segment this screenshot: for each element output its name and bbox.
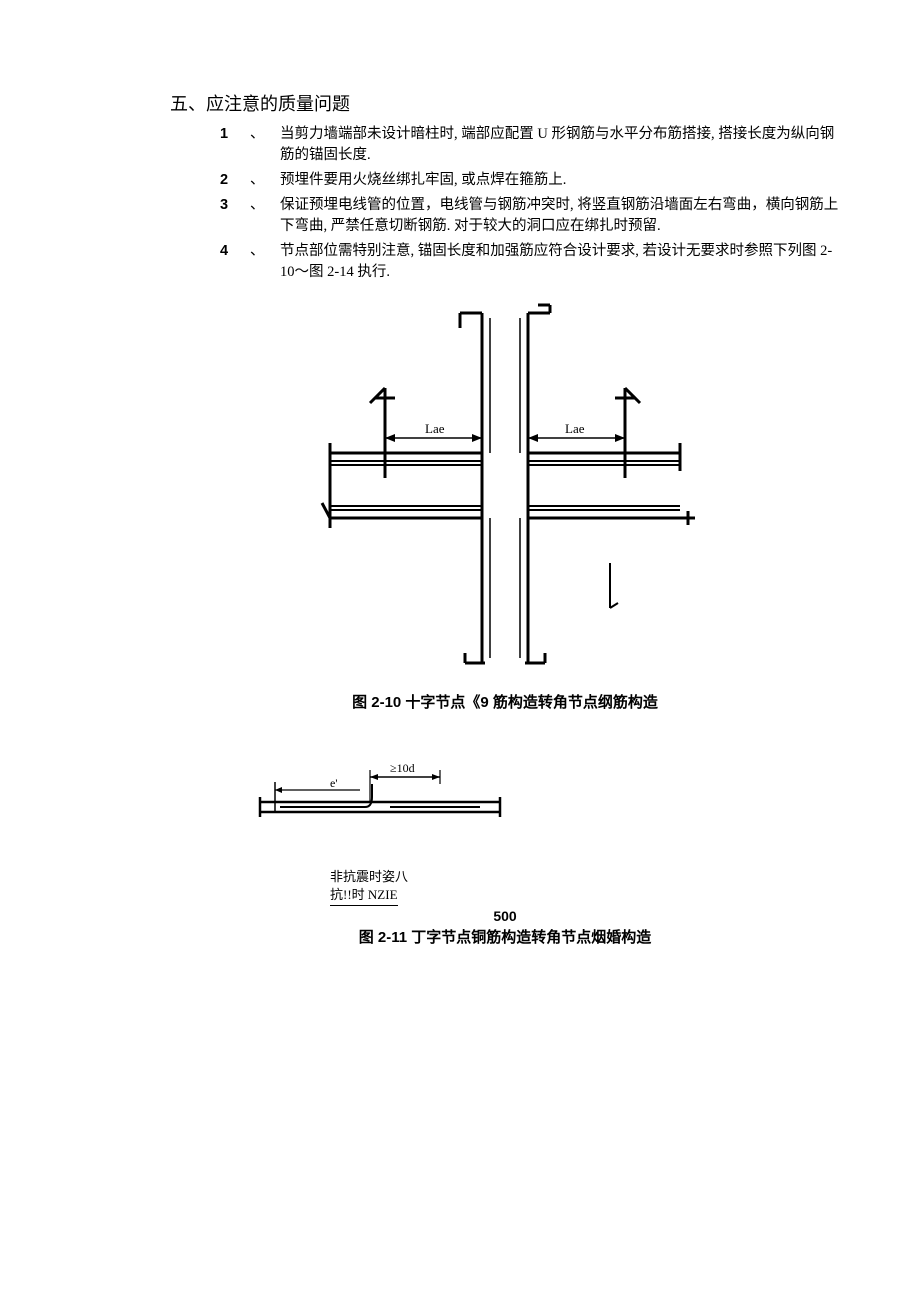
list-separator: 、 — [250, 241, 280, 262]
caption-text: 图 2-10 十字节点《9 筋构造转角节点纲筋构造 — [352, 695, 658, 711]
list-number: 1 — [220, 124, 250, 145]
list-number: 2 — [220, 170, 250, 191]
list-item: 2 、 预埋件要用火烧丝绑扎牢固, 或点焊在箍筋上. — [220, 170, 840, 191]
section-title: 五、应注意的质量问题 — [170, 90, 840, 116]
figure-2-11-caption: 图 2-11 丁字节点铜筋构造转角节点烟婚构造 — [170, 926, 840, 947]
list-text: 当剪力墙端部未设计暗柱时, 端部应配置 U 形钢筋与水平分布筋搭接, 搭接长度为… — [280, 124, 840, 166]
list-number: 4 — [220, 241, 250, 262]
list-separator: 、 — [250, 124, 280, 145]
t-joint-small-diagram: e' ≥10d — [250, 762, 510, 822]
note-line-1: 非抗震时姿八 — [330, 869, 408, 884]
list-item: 1 、 当剪力墙端部未设计暗柱时, 端部应配置 U 形钢筋与水平分布筋搭接, 搭… — [220, 124, 840, 166]
list-text: 保证预埋电线管的位置，电线管与钢筋冲突时, 将竖直钢筋沿墙面左右弯曲，横向钢筋上… — [280, 195, 840, 237]
quality-issues-list: 1 、 当剪力墙端部未设计暗柱时, 端部应配置 U 形钢筋与水平分布筋搭接, 搭… — [220, 124, 840, 283]
list-separator: 、 — [250, 170, 280, 191]
figure-2-11-note: 非抗震时姿八 抗!!时 NZIE — [330, 868, 840, 906]
figure-2-11-number: 500 — [170, 908, 840, 924]
list-number: 3 — [220, 195, 250, 216]
ten-d-label: ≥10d — [390, 762, 415, 775]
figure-2-11: e' ≥10d 非抗震时姿八 抗!!时 NZIE 500 图 2-11 丁字节点… — [170, 762, 840, 947]
list-item: 3 、 保证预埋电线管的位置，电线管与钢筋冲突时, 将竖直钢筋沿墙面左右弯曲，横… — [220, 195, 840, 237]
lae-label-right: Lae — [565, 421, 585, 436]
figure-2-10-caption: 图 2-10 十字节点《9 筋构造转角节点纲筋构造 — [170, 691, 840, 712]
cross-joint-diagram: Lae Lae — [310, 303, 700, 673]
caption-text: 图 2-11 丁字节点铜筋构造转角节点烟婚构造 — [359, 929, 652, 946]
list-text: 节点部位需特别注意, 锚固长度和加强筋应符合设计要求, 若设计无要求时参照下列图… — [280, 241, 840, 283]
e-prime-label: e' — [330, 776, 338, 790]
figure-2-10: Lae Lae 图 2-10 十字节点《9 筋构造转角节点纲筋构造 — [170, 303, 840, 712]
document-page: 五、应注意的质量问题 1 、 当剪力墙端部未设计暗柱时, 端部应配置 U 形钢筋… — [0, 0, 920, 987]
list-item: 4 、 节点部位需特别注意, 锚固长度和加强筋应符合设计要求, 若设计无要求时参… — [220, 241, 840, 283]
list-separator: 、 — [250, 195, 280, 216]
lae-label-left: Lae — [425, 421, 445, 436]
note-line-2: 抗!!时 NZIE — [330, 886, 398, 906]
list-text: 预埋件要用火烧丝绑扎牢固, 或点焊在箍筋上. — [280, 170, 840, 191]
